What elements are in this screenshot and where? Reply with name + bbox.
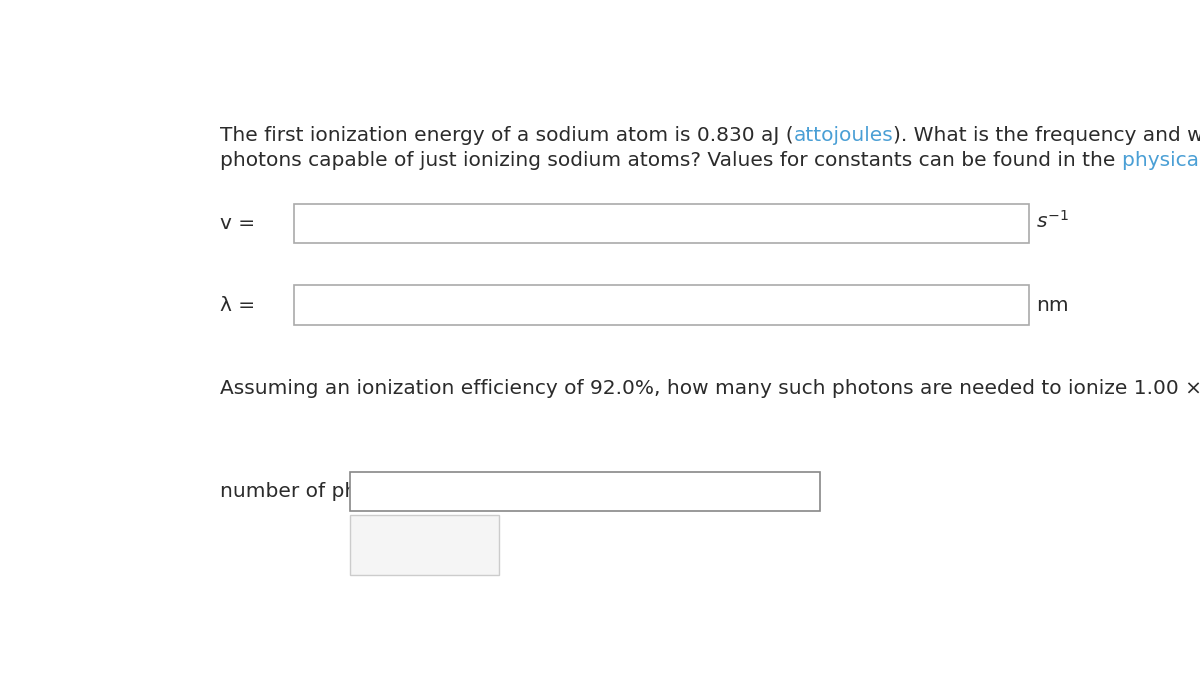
FancyBboxPatch shape xyxy=(350,515,499,576)
Text: Assuming an ionization efficiency of 92.0%, how many such photons are needed to : Assuming an ionization efficiency of 92.… xyxy=(220,379,1200,398)
FancyBboxPatch shape xyxy=(350,472,820,511)
Text: The first ionization energy of a sodium atom is 0.830 aJ (: The first ionization energy of a sodium … xyxy=(220,126,793,145)
Text: ✔ TOOLS: ✔ TOOLS xyxy=(358,524,439,543)
FancyBboxPatch shape xyxy=(294,285,1028,325)
Text: y: y xyxy=(391,543,398,557)
Text: number of photons:: number of photons: xyxy=(220,482,420,501)
Text: nm: nm xyxy=(1037,295,1069,314)
Text: x10: x10 xyxy=(358,549,391,567)
Text: attojoules: attojoules xyxy=(793,126,893,145)
Text: ). What is the frequency and wavelength, in nanometers, of: ). What is the frequency and wavelength,… xyxy=(893,126,1200,145)
Text: v =: v = xyxy=(220,214,254,233)
Text: λ =: λ = xyxy=(220,295,254,314)
FancyBboxPatch shape xyxy=(294,204,1028,243)
Text: photons capable of just ionizing sodium atoms? Values for constants can be found: photons capable of just ionizing sodium … xyxy=(220,151,1122,170)
Text: physical constants table: physical constants table xyxy=(1122,151,1200,170)
Text: $s^{-1}$: $s^{-1}$ xyxy=(1037,210,1069,232)
